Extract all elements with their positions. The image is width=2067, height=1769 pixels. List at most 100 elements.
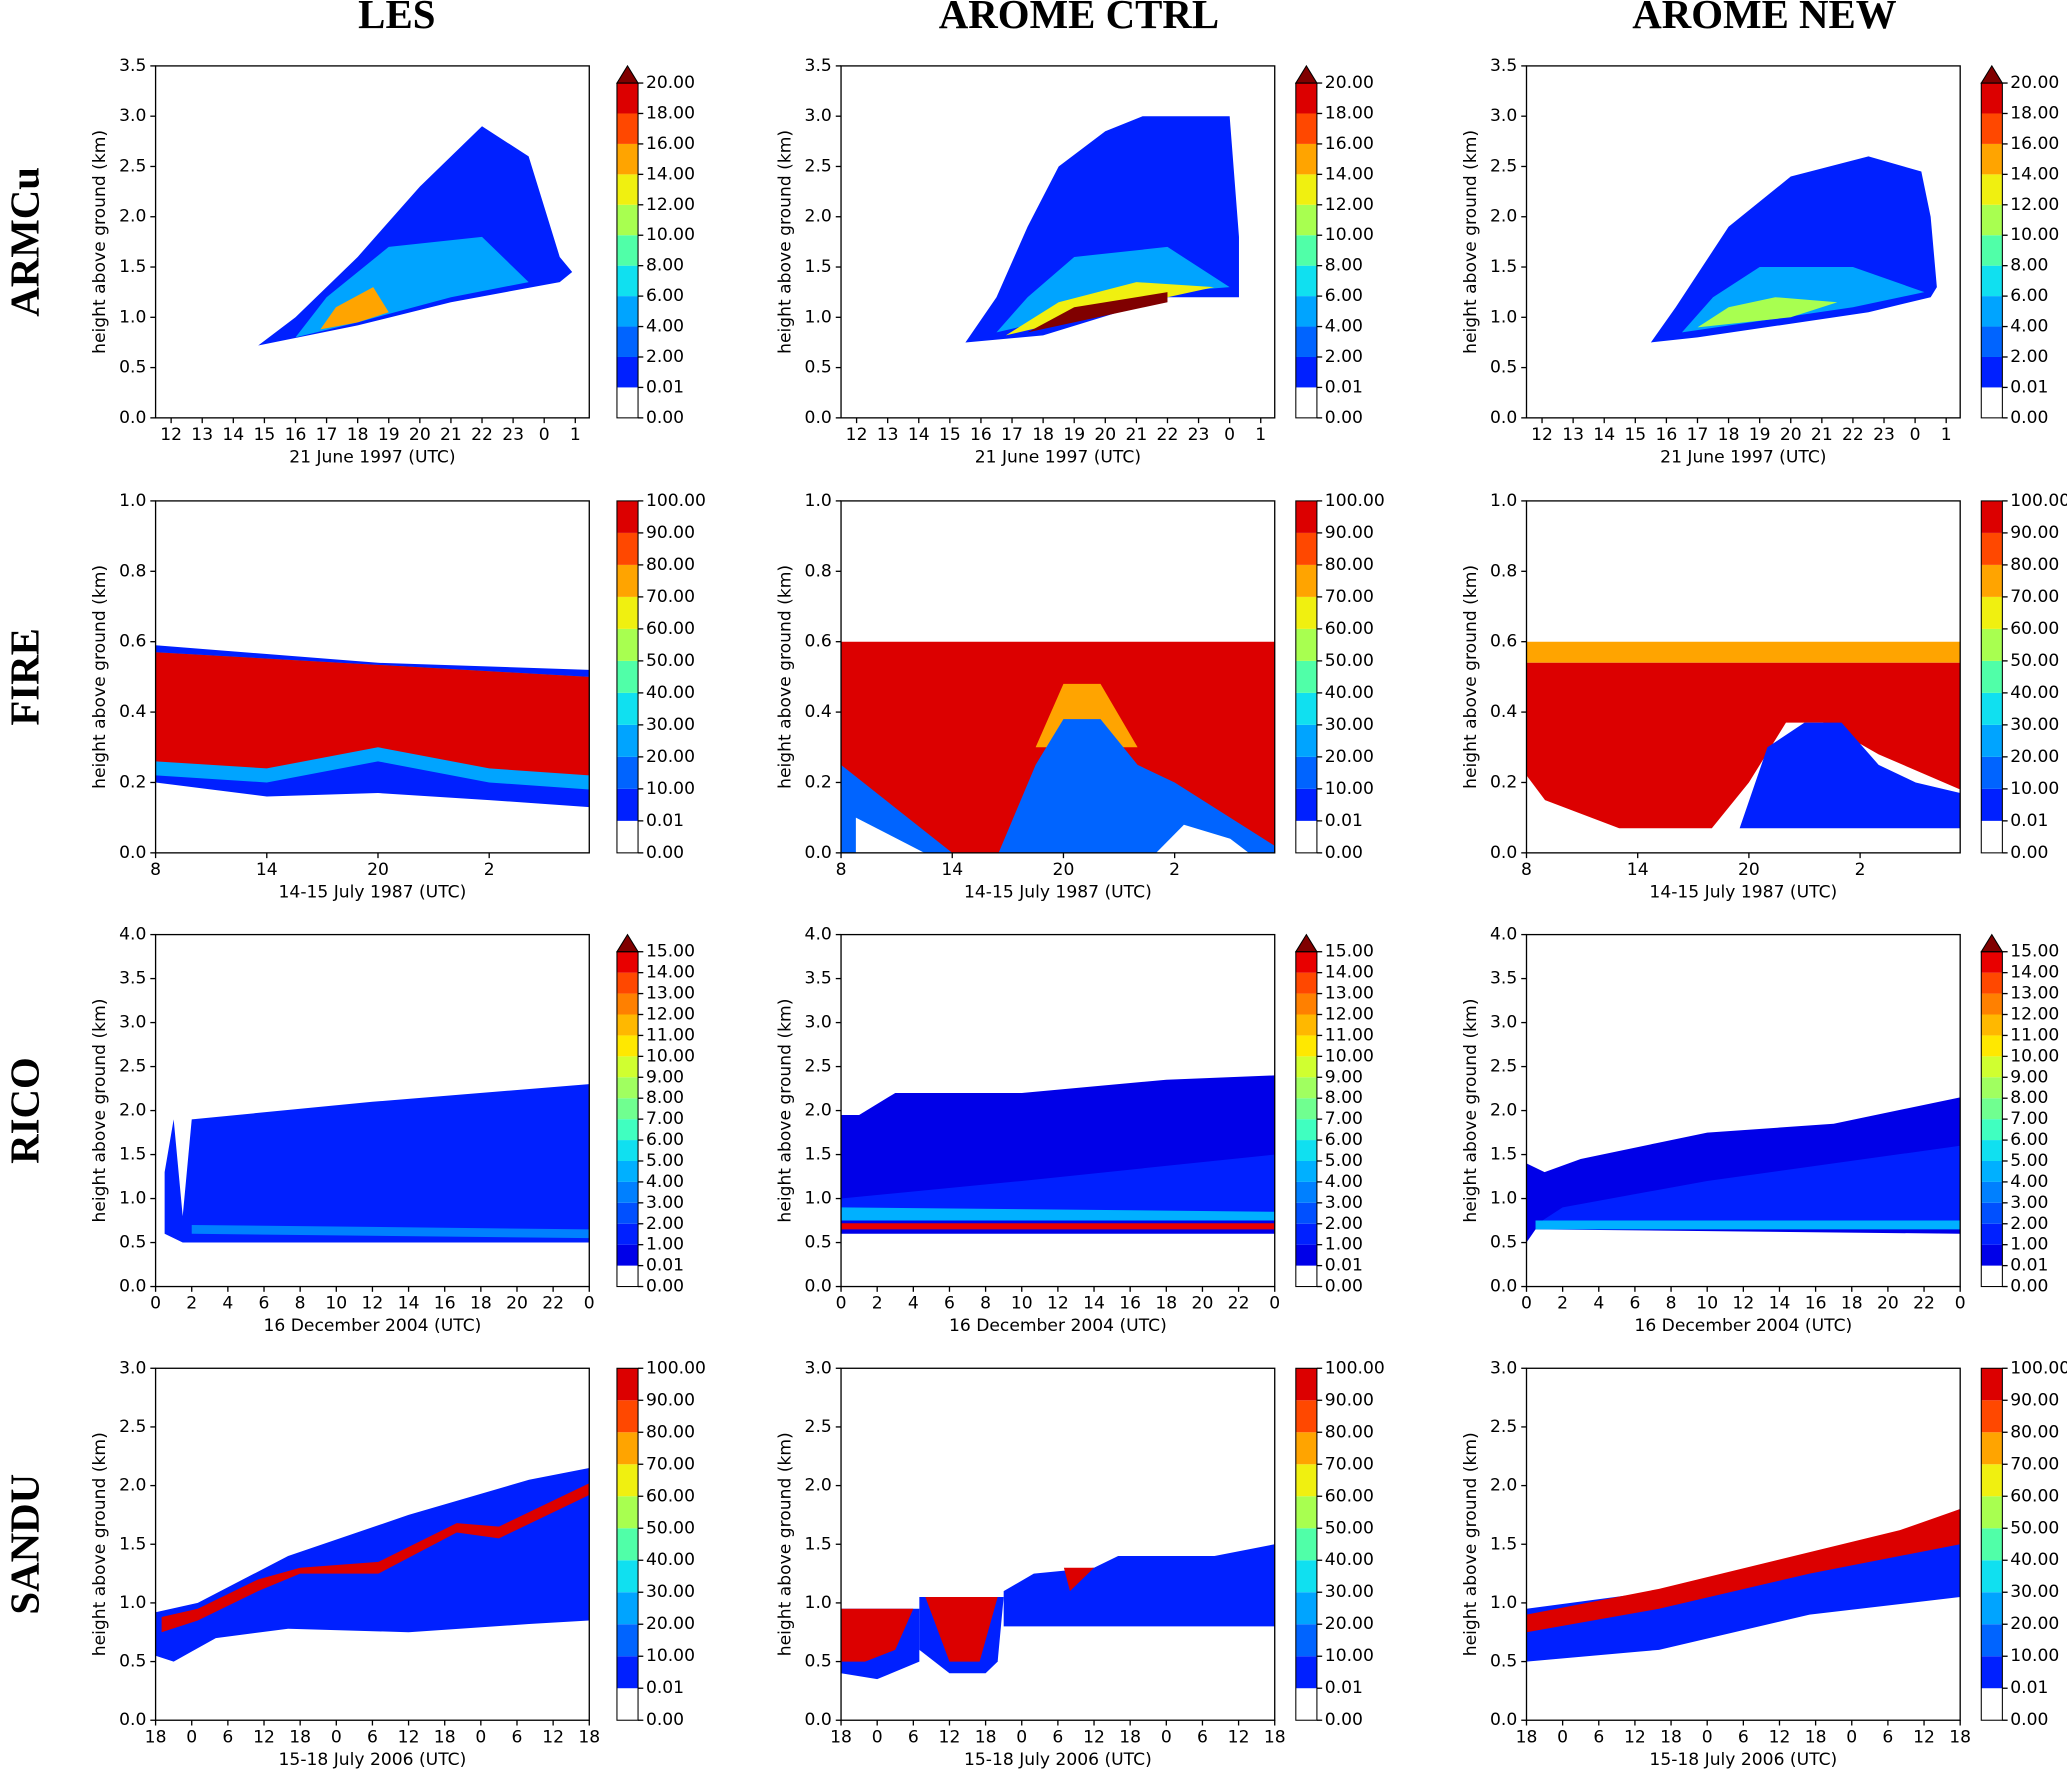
x-tick-label: 2 — [872, 1294, 883, 1314]
y-tick-label: 0.0 — [119, 408, 146, 428]
x-tick-label: 1 — [1255, 425, 1266, 445]
colorbar-tick-label: 2.00 — [646, 1214, 684, 1234]
colorbar-band — [1295, 1656, 1317, 1689]
colorbar-band — [1295, 174, 1317, 205]
x-tick-label: 18 — [347, 425, 369, 445]
y-tick-label: 3.5 — [1490, 969, 1517, 989]
colorbar-band — [1295, 564, 1317, 597]
y-tick-label: 0.4 — [119, 702, 146, 722]
colorbar-tick-label: 20.00 — [2010, 73, 2059, 93]
field-region — [155, 652, 590, 776]
colorbar-band — [1981, 1592, 2003, 1625]
x-tick-label: 0 — [475, 1727, 486, 1747]
x-tick-label: 18 — [1805, 1727, 1827, 1747]
colorbar-frame — [1295, 500, 1318, 854]
colorbar-band — [616, 265, 639, 297]
y-tick-label: 3.0 — [119, 1358, 146, 1378]
y-tick-label: 0.0 — [1490, 1277, 1517, 1297]
colorbar-band — [616, 1035, 639, 1057]
colorbar-tick-label: 16.00 — [2010, 134, 2059, 154]
colorbar-frame — [1980, 82, 2003, 419]
colorbar-tick-label: 14.00 — [2010, 963, 2059, 983]
y-tick-label: 1.0 — [1490, 307, 1517, 327]
x-tick-label: 21 — [1125, 425, 1147, 445]
x-tick-label: 20 — [367, 860, 389, 880]
y-axis-label: height above ground (km) — [90, 130, 110, 354]
colorbar-band — [616, 788, 639, 821]
colorbar-frame — [1295, 1367, 1318, 1721]
x-tick-label: 12 — [1083, 1727, 1105, 1747]
x-tick-label: 8 — [836, 860, 847, 880]
x-tick-label: 6 — [1052, 1727, 1063, 1747]
y-tick-label: 0.5 — [805, 358, 832, 378]
colorbar-tick-label: 0.00 — [1325, 408, 1363, 428]
colorbar-band — [616, 1368, 639, 1401]
y-tick-label: 2.5 — [119, 1417, 146, 1437]
colorbar-tick-label: 10.00 — [646, 779, 695, 799]
y-tick-label: 2.5 — [119, 1057, 146, 1077]
colorbar-band — [1295, 83, 1317, 114]
x-tick-label: 18 — [1155, 1294, 1177, 1314]
x-tick-label: 4 — [222, 1294, 233, 1314]
colorbar-tick-label: 0.01 — [2010, 811, 2048, 831]
x-tick-label: 22 — [1228, 1294, 1250, 1314]
x-tick-label: 19 — [378, 425, 400, 445]
x-tick-label: 17 — [1687, 425, 1709, 445]
y-tick-label: 0.5 — [805, 1652, 832, 1672]
colorbar-tick-label: 5.00 — [2010, 1151, 2048, 1171]
colorbar-tick-label: 10.00 — [1325, 1046, 1374, 1066]
colorbar-band — [1981, 1560, 2003, 1593]
colorbar-band — [1981, 660, 2003, 693]
column-title: AROME CTRL — [939, 0, 1219, 37]
y-tick-label: 1.5 — [119, 1145, 146, 1165]
y-tick-label: 0.2 — [119, 772, 146, 792]
y-tick-label: 3.0 — [1490, 106, 1517, 126]
colorbar-tick-label: 14.00 — [646, 164, 695, 184]
colorbar-band — [1295, 724, 1317, 757]
x-tick-label: 20 — [1053, 860, 1075, 880]
y-tick-label: 0.0 — [1490, 1710, 1517, 1730]
x-tick-label: 14 — [1593, 425, 1615, 445]
field-region — [1526, 662, 1961, 829]
x-tick-label: 13 — [1562, 425, 1584, 445]
colorbar-band — [1295, 1035, 1317, 1057]
colorbar-tick-label: 90.00 — [646, 1390, 695, 1410]
colorbar-tick-label: 0.01 — [2010, 377, 2048, 397]
colorbar-band — [616, 1265, 639, 1287]
colorbar-tick-label: 4.00 — [646, 317, 684, 337]
axes-frame — [154, 500, 590, 854]
y-tick-label: 1.5 — [119, 257, 146, 277]
colorbar-tick-label: 70.00 — [646, 1454, 695, 1474]
y-tick-label: 0.4 — [805, 702, 832, 722]
colorbar-tick-label: 80.00 — [646, 1422, 695, 1442]
field-region — [1535, 1220, 1961, 1230]
colorbar-tick-label: 8.00 — [1325, 256, 1363, 276]
colorbar-band — [616, 993, 639, 1015]
colorbar-band — [1295, 1400, 1317, 1433]
y-tick-label: 1.0 — [1490, 1593, 1517, 1613]
colorbar-band — [1295, 1688, 1317, 1721]
x-tick-label: 0 — [1521, 1294, 1532, 1314]
colorbar-tick-label: 13.00 — [2010, 984, 2059, 1004]
colorbar-band — [1295, 356, 1317, 388]
x-tick-label: 4 — [908, 1294, 919, 1314]
colorbar-band — [1981, 1098, 2003, 1120]
colorbar-tick-label: 10.00 — [646, 1046, 695, 1066]
colorbar-band — [1295, 265, 1317, 297]
colorbar-tick-label: 2.00 — [1325, 347, 1363, 367]
y-tick-label: 2.0 — [1490, 1476, 1517, 1496]
colorbar-band — [1981, 628, 2003, 661]
colorbar-tick-label: 14.00 — [646, 963, 695, 983]
colorbar-frame — [616, 82, 639, 419]
x-tick-label: 14 — [256, 860, 278, 880]
y-axis-label: height above ground (km) — [776, 999, 796, 1223]
y-tick-label: 0.8 — [119, 561, 146, 581]
y-tick-label: 0.5 — [805, 1233, 832, 1253]
colorbar-tick-label: 16.00 — [646, 134, 695, 154]
colorbar-tick-label: 10.00 — [646, 225, 695, 245]
x-tick-label: 0 — [539, 425, 550, 445]
colorbar-tick-label: 80.00 — [1325, 1422, 1374, 1442]
colorbar-tick-label: 11.00 — [1325, 1025, 1374, 1045]
colorbar-band — [1295, 1464, 1317, 1497]
x-tick-label: 16 — [970, 425, 992, 445]
